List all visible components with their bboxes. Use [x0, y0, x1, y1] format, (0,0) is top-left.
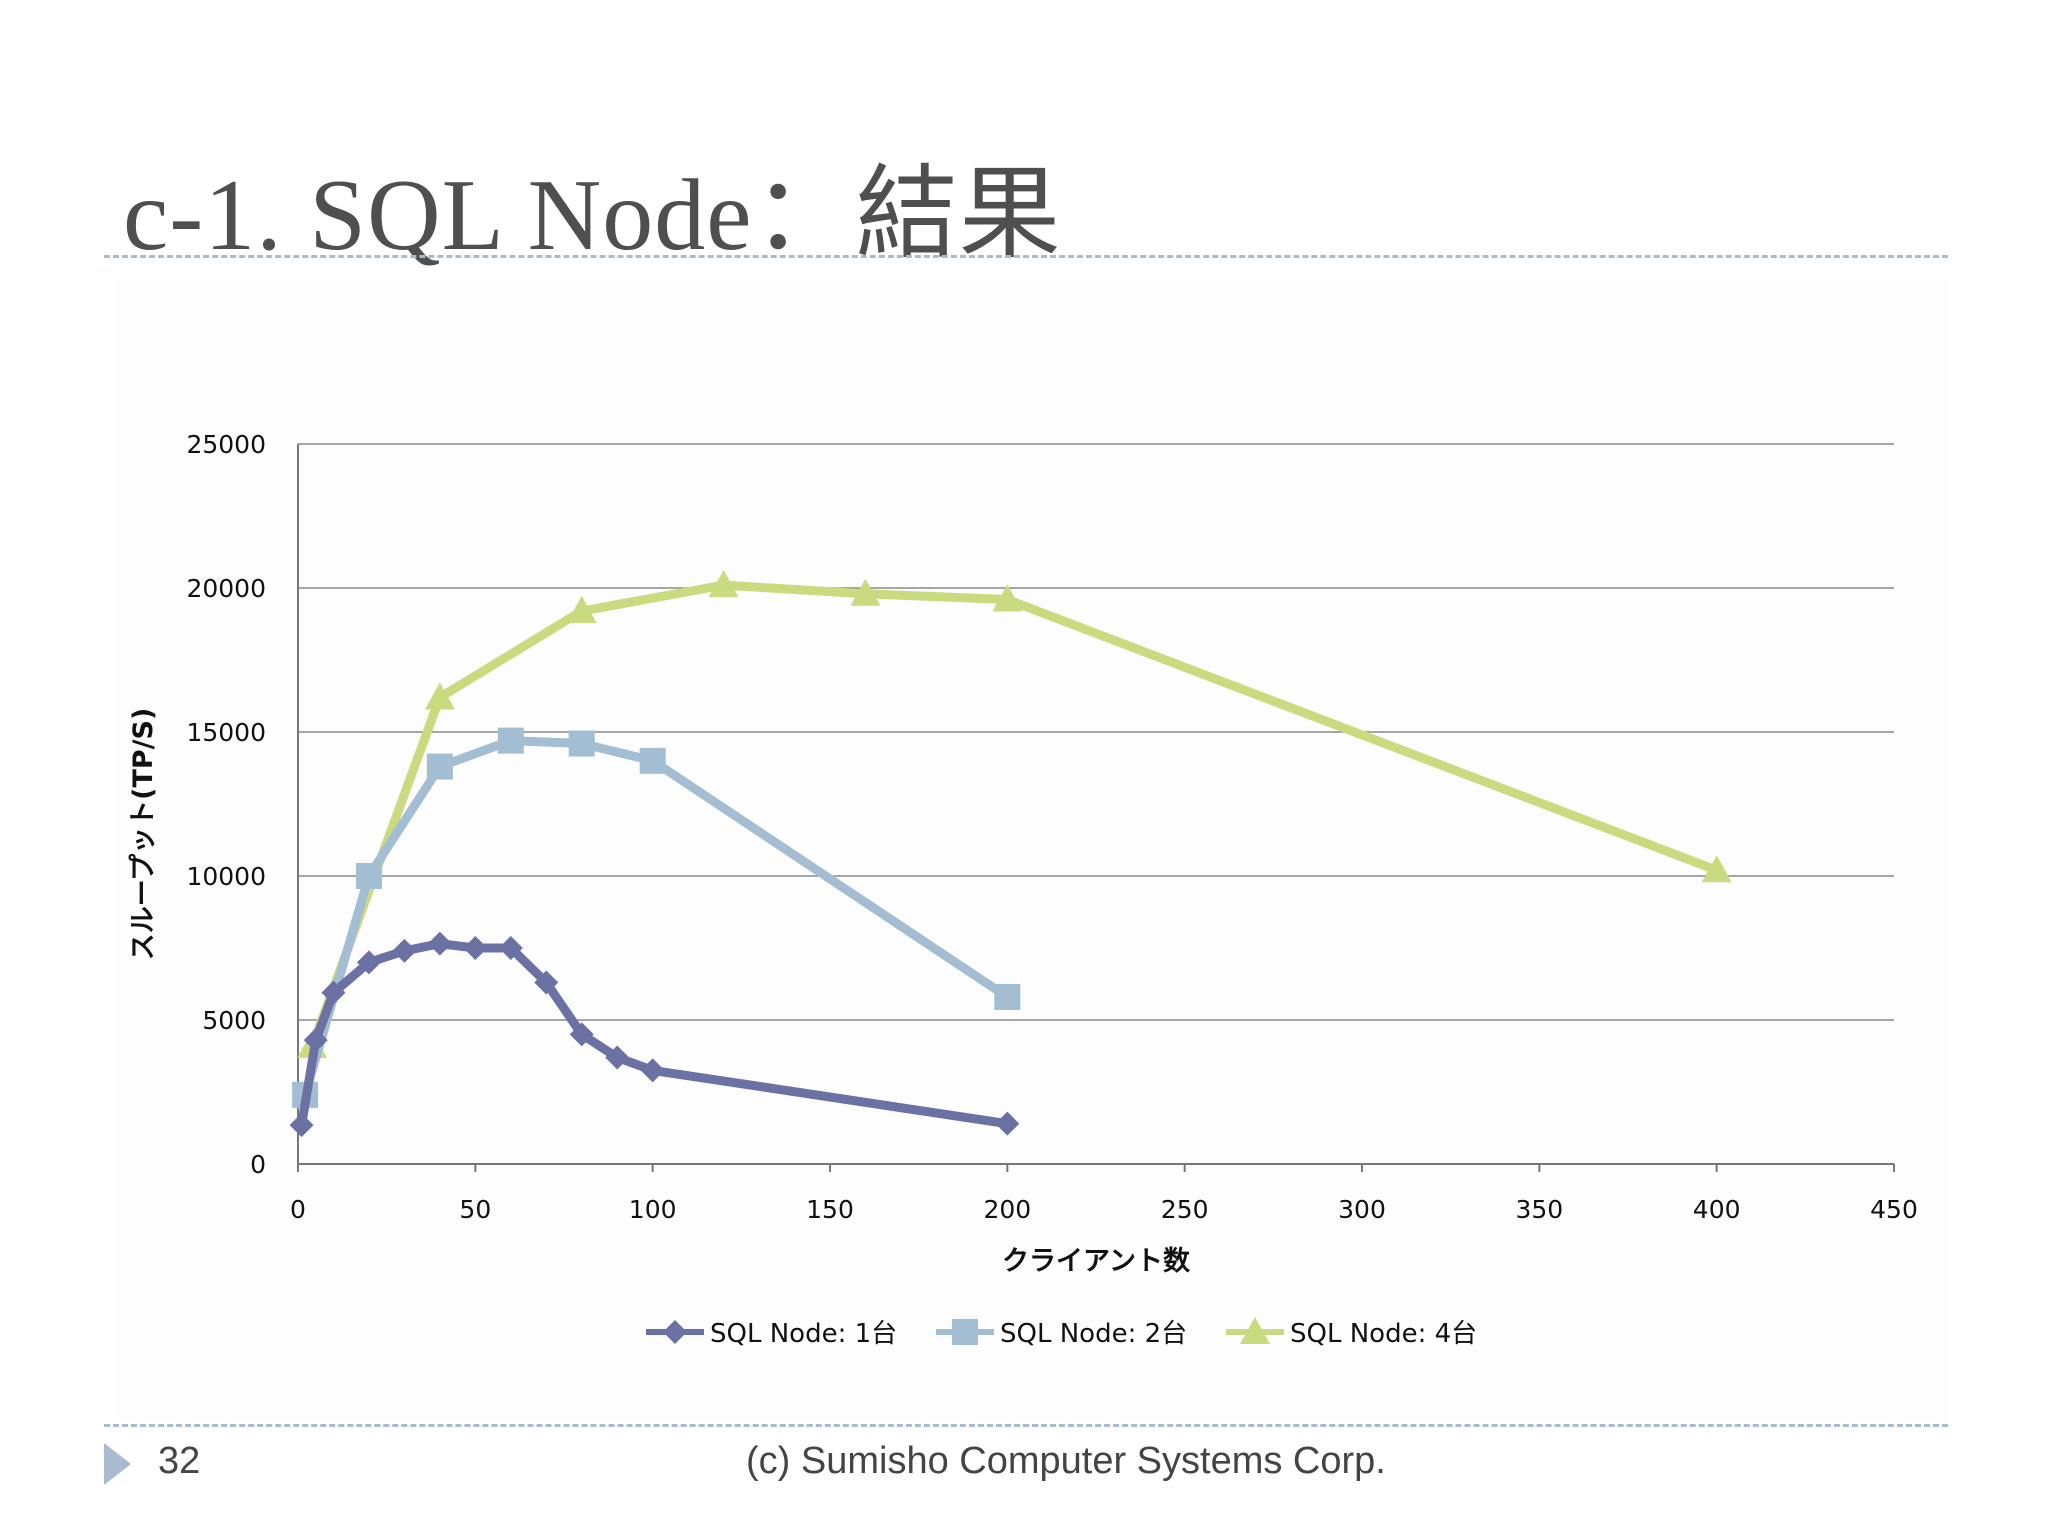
data-point [569, 1022, 594, 1047]
data-point [356, 950, 381, 975]
x-tick-label: 400 [1693, 1195, 1741, 1224]
data-point [424, 682, 455, 710]
data-point [497, 727, 524, 754]
data-point [534, 970, 559, 995]
data-point [605, 1045, 630, 1070]
data-point [850, 578, 881, 606]
x-tick-label: 50 [459, 1195, 491, 1224]
x-tick-label: 300 [1338, 1195, 1386, 1224]
x-tick-label: 450 [1870, 1195, 1918, 1224]
legend-marker [952, 1319, 978, 1345]
x-tick-label: 350 [1515, 1195, 1563, 1224]
data-point [392, 938, 417, 963]
legend-item: SQL Node: 4台 [1226, 1317, 1477, 1349]
x-tick-label: 0 [290, 1195, 306, 1224]
y-tick-label: 10000 [186, 862, 266, 891]
data-point [303, 1028, 328, 1053]
y-tick-label: 5000 [202, 1006, 266, 1035]
data-point [355, 863, 382, 889]
legend-item: SQL Node: 2台 [936, 1319, 1187, 1349]
series-line [297, 939, 1012, 1130]
x-axis-label: クライアント数 [1002, 1246, 1191, 1277]
y-tick-label: 20000 [186, 574, 266, 603]
slide-title: c-1. SQL Node：結果 [123, 159, 1062, 272]
legend-label: SQL Node: 2台 [1000, 1319, 1187, 1349]
data-point [995, 1111, 1020, 1136]
y-axis-label: スループット(TP/S) [128, 708, 159, 961]
data-point [639, 747, 666, 774]
x-tick-label: 250 [1161, 1195, 1209, 1224]
data-point [992, 584, 1023, 612]
data-point [289, 1113, 314, 1138]
y-tick-label: 0 [250, 1150, 266, 1179]
series-line [300, 736, 1012, 1100]
series-line [307, 580, 1722, 1051]
axis-layer: 0 5000 10000 15000 20000 25000 0 50 100 150 200 250… [128, 430, 1918, 1277]
data-point [640, 1058, 665, 1083]
legend-label: SQL Node: 1台 [710, 1319, 897, 1349]
page-number: 32 [158, 1440, 201, 1482]
x-tick-label: 100 [629, 1195, 677, 1224]
x-tick-label: 200 [983, 1195, 1031, 1224]
data-point [463, 936, 488, 960]
series-2 [292, 727, 1021, 1108]
data-point [426, 753, 453, 780]
data-point [708, 570, 739, 598]
legend-marker [663, 1320, 687, 1344]
legend: SQL Node: 1台 SQL Node: 2台 SQL Node: 4台 [646, 1317, 1477, 1349]
grid-layer [298, 443, 1894, 1021]
data-point [566, 596, 597, 624]
footer-divider [104, 1424, 1948, 1427]
data-point [321, 980, 346, 1005]
series-layer [289, 570, 1732, 1138]
data-point [568, 730, 595, 757]
footer-copyright: (c) Sumisho Computer Systems Corp. [746, 1440, 1386, 1482]
title-divider [104, 255, 1948, 258]
data-point [498, 936, 523, 960]
y-tick-label: 15000 [186, 718, 266, 747]
throughput-chart: 0 5000 10000 15000 20000 25000 0 50 100 150 200 250… [128, 430, 1918, 1349]
series-1 [289, 931, 1020, 1138]
chart-area: 0 5000 10000 15000 20000 25000 0 50 100 150 200 250… [118, 280, 1948, 1420]
legend-marker [1240, 1317, 1270, 1344]
legend-item: SQL Node: 1台 [646, 1319, 897, 1349]
data-point [427, 931, 452, 956]
data-point [994, 983, 1021, 1010]
x-tick-label: 150 [806, 1195, 854, 1224]
play-arrow-icon [104, 1443, 131, 1485]
data-point [1701, 855, 1732, 883]
y-tick-label: 25000 [186, 430, 266, 459]
legend-label: SQL Node: 4台 [1290, 1319, 1477, 1349]
